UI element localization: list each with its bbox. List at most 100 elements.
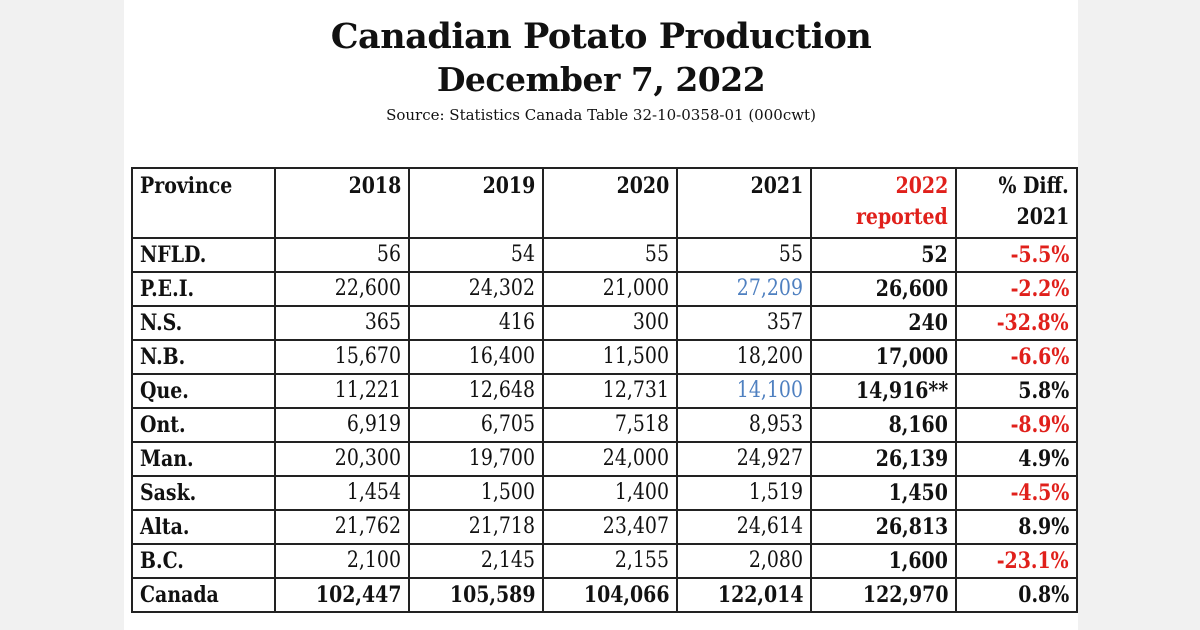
column-header-text: 2018 [348,173,402,199]
value-cell: 26,813 [810,509,958,545]
value-cell: 17,000 [810,339,958,375]
value-text: 27,209 [736,276,804,301]
value-text: 18,200 [736,344,804,369]
value-cell: 24,927 [676,441,813,477]
value-cell: 105,589 [408,577,545,613]
value-cell: -4.5% [955,475,1078,511]
value-text: -8.9% [1010,412,1069,438]
production-table: Province 2018 2019 2020 2021 2022 reported% Di… [131,167,1078,613]
value-text: 2,080 [749,548,804,573]
value-cell: 2,080 [676,543,813,579]
value-text: 26,813 [875,514,949,540]
value-text: 15,670 [334,344,402,369]
value-text: 2,145 [480,548,536,573]
table-row: B.C. 2,100 2,145 2,155 2,080 1,600 -23.1% [131,543,1078,579]
value-text: 1,450 [888,480,949,506]
value-cell: 8,160 [810,407,958,443]
column-header: 2018 [273,167,411,239]
value-text: 21,762 [334,514,402,539]
column-header: 2022 reported [810,167,958,239]
column-header: 2019 [408,167,545,239]
page-title: Canadian Potato Production [330,16,872,57]
value-cell: 8.9% [955,509,1078,545]
value-text: 240 [908,310,949,336]
value-cell: 416 [408,305,545,341]
value-cell: 8,953 [676,407,813,443]
value-text: 23,407 [602,514,670,539]
value-cell: 24,614 [676,509,813,545]
value-cell: 5.8% [955,373,1078,409]
value-text: 17,000 [875,344,949,370]
table-row: Canada 102,447 105,589 104,066 122,014 122,97… [131,577,1078,613]
value-cell: 1,519 [676,475,813,511]
column-header-text: Province [140,173,233,199]
value-cell: 14,100 [676,373,813,409]
value-cell: 1,500 [408,475,545,511]
province-name: NFLD. [140,242,207,268]
value-cell: 12,648 [408,373,545,409]
value-text: 20,300 [334,446,402,471]
value-cell: 55 [542,237,679,273]
value-text: -23.1% [997,548,1069,574]
value-cell: 4.9% [955,441,1078,477]
value-text: 122,014 [717,582,804,608]
value-cell: -6.6% [955,339,1078,375]
column-header: 2021 [676,167,813,239]
value-cell: 52 [810,237,958,273]
column-header: Province [131,167,276,239]
value-text: 4.9% [1018,446,1069,472]
value-cell: 54 [408,237,545,273]
value-text: 21,718 [468,514,536,539]
table-row: Man. 20,300 19,700 24,000 24,927 26,139 4.9% [131,441,1078,477]
value-cell: 2,100 [273,543,411,579]
value-text: 11,221 [334,378,402,403]
value-cell: 20,300 [273,441,411,477]
value-text: -32.8% [997,310,1069,336]
value-text: 1,519 [749,480,804,505]
column-header-text: 2019 [482,173,536,199]
column-header-text: % Diff. [998,173,1069,199]
value-text: 12,648 [468,378,536,403]
value-cell: 0.8% [955,577,1078,613]
value-text: 122,970 [862,582,949,608]
value-cell: 357 [676,305,813,341]
value-text: 22,600 [334,276,402,301]
column-header-text: 2021 [1016,204,1069,230]
value-cell: 122,014 [676,577,813,613]
value-text: 102,447 [315,582,402,608]
value-text: 16,400 [468,344,536,369]
document-page: Canadian Potato Production December 7, 2… [124,0,1078,630]
province-name: B.C. [140,548,184,574]
province-name: Canada [140,582,219,608]
table-header-row: Province 2018 2019 2020 2021 2022 reported% Di… [131,167,1078,239]
value-cell: 6,919 [273,407,411,443]
province-cell: N.S. [131,305,276,341]
value-text: 8,160 [888,412,949,438]
value-cell: 11,500 [542,339,679,375]
value-cell: 19,700 [408,441,545,477]
value-cell: 26,139 [810,441,958,477]
source-note: Source: Statistics Canada Table 32-10-03… [386,106,816,124]
value-text: 26,600 [875,276,949,302]
value-cell: 7,518 [542,407,679,443]
value-text: 56 [376,242,402,267]
table-row: Que. 11,221 12,648 12,731 14,100 14,916** 5.8% [131,373,1078,409]
value-cell: 12,731 [542,373,679,409]
value-text: 55 [779,242,804,267]
province-cell: Que. [131,373,276,409]
value-text: 104,066 [583,582,670,608]
province-cell: Alta. [131,509,276,545]
value-text: 24,927 [736,446,804,471]
province-name: N.S. [140,310,183,336]
value-text: 0.8% [1018,582,1069,608]
value-cell: 300 [542,305,679,341]
value-cell: 26,600 [810,271,958,307]
value-text: 105,589 [449,582,536,608]
province-name: Man. [140,446,194,472]
value-cell: 102,447 [273,577,411,613]
value-cell: 18,200 [676,339,813,375]
province-cell: Sask. [131,475,276,511]
value-text: 55 [645,242,670,267]
value-text: -6.6% [1010,344,1069,370]
value-cell: 21,762 [273,509,411,545]
